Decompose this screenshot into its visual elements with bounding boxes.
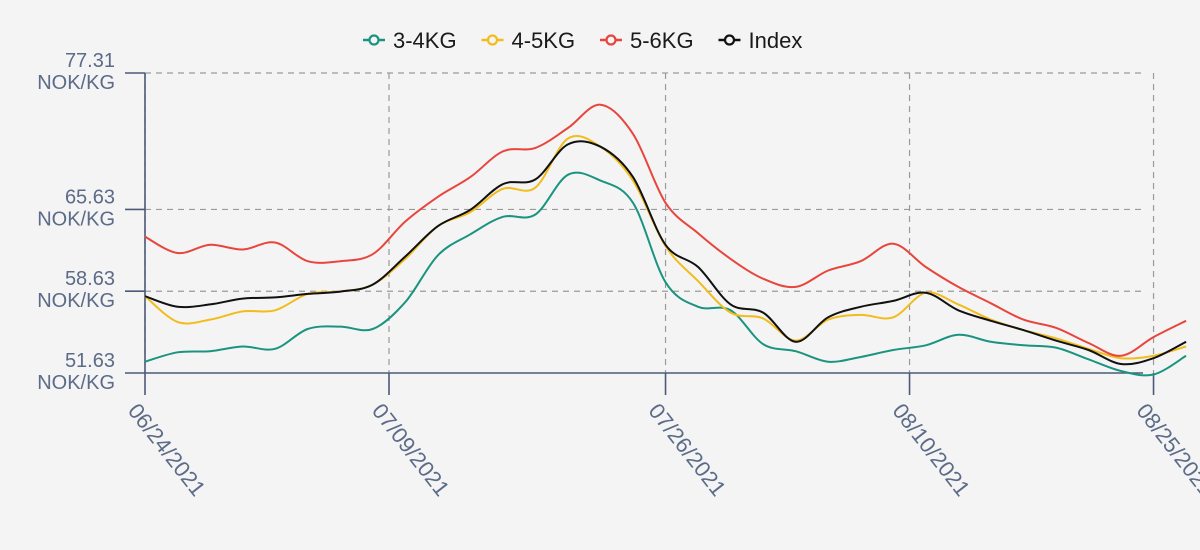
y-tick-unit: NOK/KG bbox=[37, 208, 115, 230]
legend-marker-icon bbox=[605, 34, 617, 46]
y-tick-unit: NOK/KG bbox=[37, 72, 115, 94]
y-tick-unit: NOK/KG bbox=[37, 290, 115, 312]
legend-item-index[interactable]: Index bbox=[718, 28, 803, 53]
grid bbox=[144, 72, 1155, 373]
x-tick-label: 08/10/2021 bbox=[888, 399, 975, 501]
y-tick-label: 77.31 NOK/KG bbox=[37, 50, 115, 94]
x-axis-ticks: 06/24/2021 07/09/2021 07/26/2021 08/10/2021… bbox=[123, 399, 1200, 501]
series-line-index bbox=[144, 140, 1187, 366]
legend-marker-icon bbox=[486, 34, 499, 46]
legend-marker-icon bbox=[723, 34, 736, 46]
legend[interactable]: 3-4KG 4-5KG 5-6KG Index bbox=[363, 28, 802, 53]
x-tick-label: 08/25/2021 bbox=[1132, 399, 1200, 501]
legend-marker-icon bbox=[368, 34, 380, 46]
y-tick-label: 65.63 NOK/KG bbox=[37, 186, 115, 230]
axes bbox=[125, 72, 1155, 395]
series-lines bbox=[144, 103, 1187, 377]
x-tick-label: 06/24/2021 bbox=[123, 399, 210, 501]
legend-label: 5-6KG bbox=[630, 28, 694, 53]
y-tick-value: 65.63 bbox=[65, 186, 115, 208]
y-tick-label: 51.63 NOK/KG bbox=[37, 350, 115, 394]
y-tick-value: 58.63 bbox=[65, 268, 115, 290]
y-tick-value: 77.31 bbox=[65, 50, 115, 72]
legend-label: 4-5KG bbox=[512, 28, 576, 53]
series-line-5-6kg bbox=[144, 103, 1187, 357]
legend-item-3-4kg[interactable]: 3-4KG bbox=[363, 28, 457, 53]
y-tick-value: 51.63 bbox=[65, 350, 115, 372]
legend-label: 3-4KG bbox=[393, 28, 457, 53]
legend-label: Index bbox=[749, 28, 803, 53]
x-tick-label: 07/26/2021 bbox=[644, 399, 731, 501]
series-line-3-4kg bbox=[144, 171, 1187, 377]
x-tick-label: 07/09/2021 bbox=[367, 399, 454, 501]
y-tick-label: 58.63 NOK/KG bbox=[37, 268, 115, 312]
legend-item-4-5kg[interactable]: 4-5KG bbox=[481, 28, 576, 53]
y-tick-unit: NOK/KG bbox=[37, 372, 115, 394]
series-line-4-5kg bbox=[144, 134, 1187, 360]
legend-item-5-6kg[interactable]: 5-6KG bbox=[600, 28, 694, 53]
